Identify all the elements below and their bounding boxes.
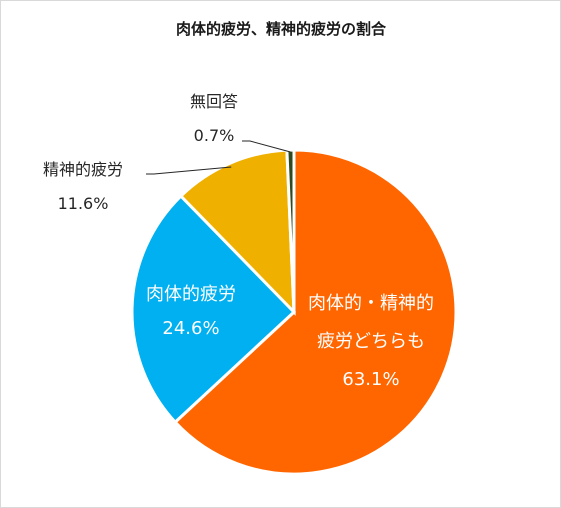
leader-mental-fatigue	[146, 166, 232, 175]
slice-physical-fatigue	[130, 193, 297, 425]
label-no-answer-1: 0.7%	[194, 126, 235, 145]
slice-no-answer	[285, 148, 296, 313]
slice-mental-fatigue	[178, 148, 296, 316]
label-both-fatigue-1: 疲労どちらも	[317, 331, 425, 352]
label-physical-fatigue-1: 24.6%	[162, 318, 219, 339]
pie-slices	[130, 148, 458, 476]
slice-both-fatigue	[173, 148, 458, 476]
label-physical-fatigue-0: 肉体的疲労	[146, 284, 236, 305]
label-both-fatigue-0: 肉体的・精神的	[308, 293, 434, 314]
label-both-fatigue-2: 63.1%	[342, 369, 399, 390]
leader-no-answer	[242, 140, 291, 153]
label-mental-fatigue-1: 11.6%	[58, 194, 109, 213]
label-mental-fatigue-0: 精神的疲労	[43, 160, 123, 179]
label-no-answer-0: 無回答	[190, 92, 238, 111]
leader-lines	[146, 140, 291, 175]
chart-title: 肉体的疲労、精神的疲労の割合	[176, 20, 387, 38]
